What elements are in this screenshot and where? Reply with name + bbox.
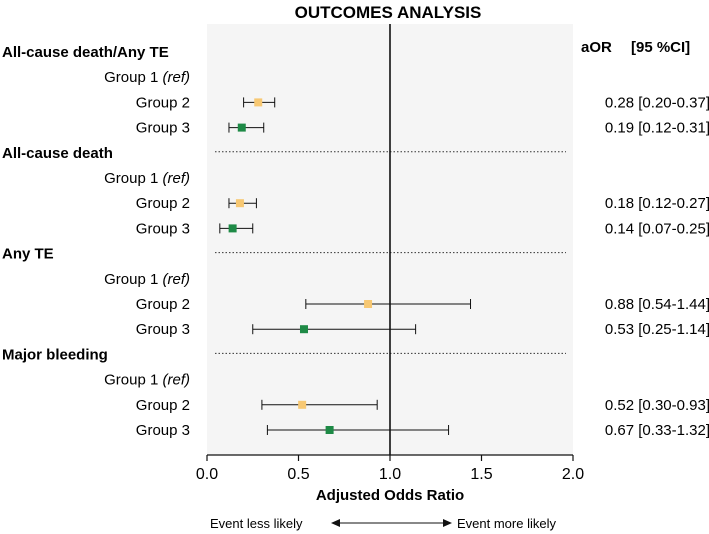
section-label: Major bleeding [2, 346, 108, 363]
x-axis-label: Adjusted Odds Ratio [316, 487, 464, 504]
arrow-left-icon [331, 519, 340, 527]
row-label: Group 2 [136, 195, 190, 212]
group-name: Group 3 [136, 120, 190, 137]
estimate-label: 0.18 [0.12-0.27] [605, 195, 709, 212]
chart-title: OUTCOMES ANALYSIS [295, 3, 482, 22]
estimate-label: 0.52 [0.30-0.93] [605, 397, 709, 414]
odds-ratio-point [364, 300, 373, 308]
group-name: Group 3 [136, 321, 190, 338]
estimate-label: 0.14 [0.07-0.25] [605, 220, 709, 237]
odds-ratio-point [254, 98, 263, 107]
estimate-label: 0.88 [0.54-1.44] [605, 296, 709, 313]
row-label: Group 3 [136, 120, 190, 137]
row-label: Group 1 (ref) [104, 372, 190, 389]
group-name: Group 1 [104, 372, 158, 389]
x-tick-label: 1.5 [470, 466, 492, 483]
reference-tag: (ref) [163, 271, 191, 288]
odds-ratio-point [237, 123, 246, 132]
group-name: Group 1 [104, 69, 158, 86]
section-label: All-cause death [2, 145, 113, 162]
reference-tag: (ref) [163, 69, 191, 86]
odds-ratio-point [235, 199, 244, 208]
row-label: Group 3 [136, 321, 190, 338]
row-label: Group 3 [136, 220, 190, 237]
group-name: Group 3 [136, 422, 190, 439]
group-name: Group 1 [104, 170, 158, 187]
row-label: Group 1 (ref) [104, 271, 190, 288]
section-label: All-cause death/Any TE [2, 44, 169, 61]
estimate-label: 0.19 [0.12-0.31] [605, 120, 709, 137]
x-tick-label: 2.0 [562, 466, 584, 483]
group-name: Group 2 [136, 296, 190, 313]
estimate-label: 0.67 [0.33-1.32] [605, 422, 709, 439]
group-name: Group 1 [104, 271, 158, 288]
odds-ratio-point [298, 400, 307, 409]
arrow-right-icon [443, 519, 452, 527]
estimate-label: 0.28 [0.20-0.37] [605, 94, 709, 111]
x-tick-label: 1.0 [379, 466, 401, 483]
row-label: Group 2 [136, 397, 190, 414]
direction-left-label: Event less likely [210, 516, 303, 531]
x-tick-label: 0.5 [287, 466, 309, 483]
group-name: Group 2 [136, 397, 190, 414]
header-ci: [95 %CI] [631, 39, 690, 56]
estimate-label: 0.53 [0.25-1.14] [605, 321, 709, 338]
direction-right-label: Event more likely [457, 516, 556, 531]
group-name: Group 3 [136, 220, 190, 237]
x-tick-label: 0.0 [196, 466, 218, 483]
section-label: Any TE [2, 246, 54, 263]
row-label: Group 3 [136, 422, 190, 439]
odds-ratio-point [228, 224, 237, 233]
group-name: Group 2 [136, 195, 190, 212]
row-label: Group 2 [136, 296, 190, 313]
reference-tag: (ref) [163, 170, 191, 187]
row-label: Group 1 (ref) [104, 69, 190, 86]
row-label: Group 2 [136, 94, 190, 111]
row-label: Group 1 (ref) [104, 170, 190, 187]
group-name: Group 2 [136, 94, 190, 111]
reference-tag: (ref) [163, 372, 191, 389]
header-estimate: aOR [581, 39, 612, 56]
odds-ratio-point [325, 426, 334, 434]
odds-ratio-point [299, 325, 308, 334]
